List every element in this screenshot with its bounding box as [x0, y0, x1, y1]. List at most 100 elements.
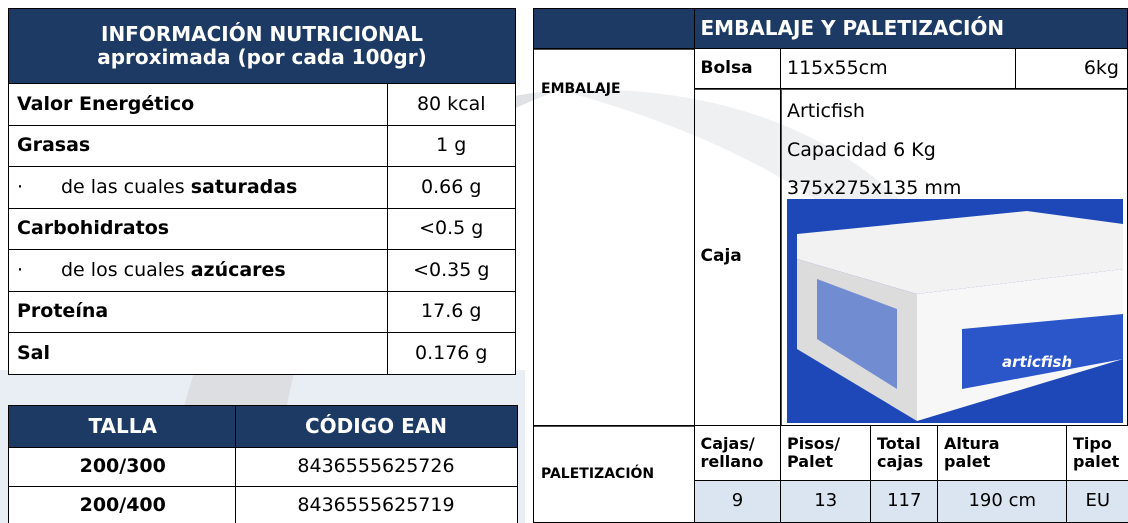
cell: 200/400 — [8, 485, 238, 523]
title-line: INFORMACIÓN NUTRICIONAL — [101, 23, 423, 46]
header-line: Total — [877, 433, 938, 453]
cell-text: 8436555625726 — [297, 454, 455, 477]
label-strong: azúcares — [190, 258, 286, 281]
value: 0.66 g — [421, 175, 482, 198]
column-header: CÓDIGO EAN — [305, 414, 447, 438]
header-line: Pisos/ — [787, 433, 871, 453]
cell — [533, 8, 695, 50]
cell-text: 200/400 — [79, 493, 166, 516]
column-header: Palet — [787, 452, 834, 472]
value: 0.176 g — [415, 341, 488, 364]
cell-text: 115x55cm — [787, 56, 888, 79]
cell: <0.35 g — [386, 249, 516, 292]
header-line: Altura — [944, 434, 1067, 453]
value: <0.35 g — [413, 258, 490, 281]
cell: 80 kcal — [386, 83, 516, 126]
cell: 9 — [693, 480, 782, 523]
cell: 17.6 g — [386, 290, 516, 334]
cell-text: 13 — [814, 490, 838, 512]
section-label: PALETIZACIÓN — [541, 465, 655, 482]
cell: Caja — [693, 88, 782, 427]
value: 80 kcal — [416, 92, 486, 115]
row-label: Proteína — [17, 300, 387, 323]
cell: 6kg — [1015, 48, 1128, 90]
cell: Tipo palet — [1066, 425, 1128, 482]
label-strong: saturadas — [190, 175, 298, 198]
column-header: Cajas/ — [700, 433, 755, 453]
column-header: palet — [1073, 452, 1120, 472]
label: Grasas — [17, 134, 91, 157]
table-title: EMBALAJE Y PALETIZACIÓN — [700, 16, 1005, 41]
cell: · de las cuales saturadas — [8, 166, 388, 209]
header-line: Tipo — [1073, 433, 1128, 453]
cell: Sal — [8, 332, 388, 375]
bullet: · — [17, 258, 24, 281]
cell: Pisos/Palet — [780, 425, 872, 482]
row-label: Grasas — [17, 134, 387, 157]
header-line: cajas — [877, 453, 938, 471]
cell: EMBALAJE Y PALETIZACIÓN — [693, 8, 1128, 50]
header-line: rellano — [701, 453, 781, 471]
cell: · de los cuales azúcares — [8, 249, 388, 292]
table-title: aproximada (por cada 100gr) — [97, 45, 427, 69]
table-title: INFORMACIÓN NUTRICIONAL — [101, 22, 423, 46]
cell: TALLA — [8, 405, 238, 448]
cell: 1 g — [386, 124, 516, 168]
bullet: · — [17, 175, 24, 198]
header-line: Cajas/ — [700, 433, 781, 453]
value: 17.6 g — [421, 300, 482, 323]
cell: Valor Energético — [8, 83, 388, 126]
cell: Total cajas — [870, 425, 939, 482]
section-label: EMBALAJE — [541, 81, 621, 97]
cell: EMBALAJE — [533, 48, 695, 427]
text-line: 375x275x135 mm — [787, 169, 1127, 208]
column-header: rellano — [700, 452, 764, 472]
cell: 0.176 g — [386, 332, 516, 375]
column-header: Total — [877, 433, 921, 453]
label: Proteína — [17, 300, 109, 323]
cell: 8436555625726 — [234, 446, 518, 487]
column-header: palet — [944, 452, 991, 472]
cell-text: EU — [1085, 490, 1111, 512]
box-image: articfish — [787, 199, 1123, 423]
cell: <0.5 g — [386, 207, 516, 251]
cell: CÓDIGO EAN — [234, 405, 518, 448]
cell: Altura palet — [937, 425, 1068, 482]
cell: 115x55cm — [780, 48, 1017, 90]
row-label: · de las cuales saturadas — [17, 175, 387, 199]
cell: 200/300 — [8, 446, 238, 487]
cell: 190 cm — [937, 480, 1068, 523]
value: 1 g — [436, 134, 467, 157]
cell-text: 6kg — [1083, 56, 1119, 79]
cell: EU — [1066, 480, 1128, 523]
row-label: Caja — [700, 246, 742, 267]
cell: 117 — [870, 480, 939, 523]
label: Sal — [17, 341, 51, 364]
label: Valor Energético — [17, 92, 195, 115]
cell: 0.66 g — [386, 166, 516, 209]
column-header: Tipo — [1073, 433, 1112, 453]
text-line: Articfish — [787, 92, 1127, 131]
cell: 8436555625719 — [234, 485, 518, 523]
cell-text: Capacidad 6 Kg — [787, 138, 936, 161]
label: de las cuales — [61, 175, 185, 198]
cell-text: Articfish — [787, 100, 865, 122]
text-line: Capacidad 6 Kg — [787, 131, 1127, 170]
header-line: palet — [944, 453, 1067, 471]
cell: Cajas/rellano — [693, 425, 782, 482]
row-label: · de los cuales azúcares — [17, 258, 387, 282]
row-label: Bolsa — [700, 57, 753, 78]
cell-text: 117 — [887, 490, 922, 512]
row-label: Carbohidratos — [17, 217, 387, 240]
cell: Carbohidratos — [8, 207, 388, 251]
column-header: Pisos/ — [787, 433, 841, 453]
row-label: Sal — [17, 341, 387, 365]
cell: INFORMACIÓN NUTRICIONAL aproximada (por c… — [8, 8, 516, 84]
cell: PALETIZACIÓN — [533, 425, 695, 523]
cell-text: 9 — [731, 490, 744, 512]
title-line: aproximada (por cada 100gr) — [97, 46, 427, 69]
cell-text: 200/300 — [79, 454, 166, 477]
header-line: palet — [1073, 453, 1128, 471]
cell: Grasas — [8, 124, 388, 168]
